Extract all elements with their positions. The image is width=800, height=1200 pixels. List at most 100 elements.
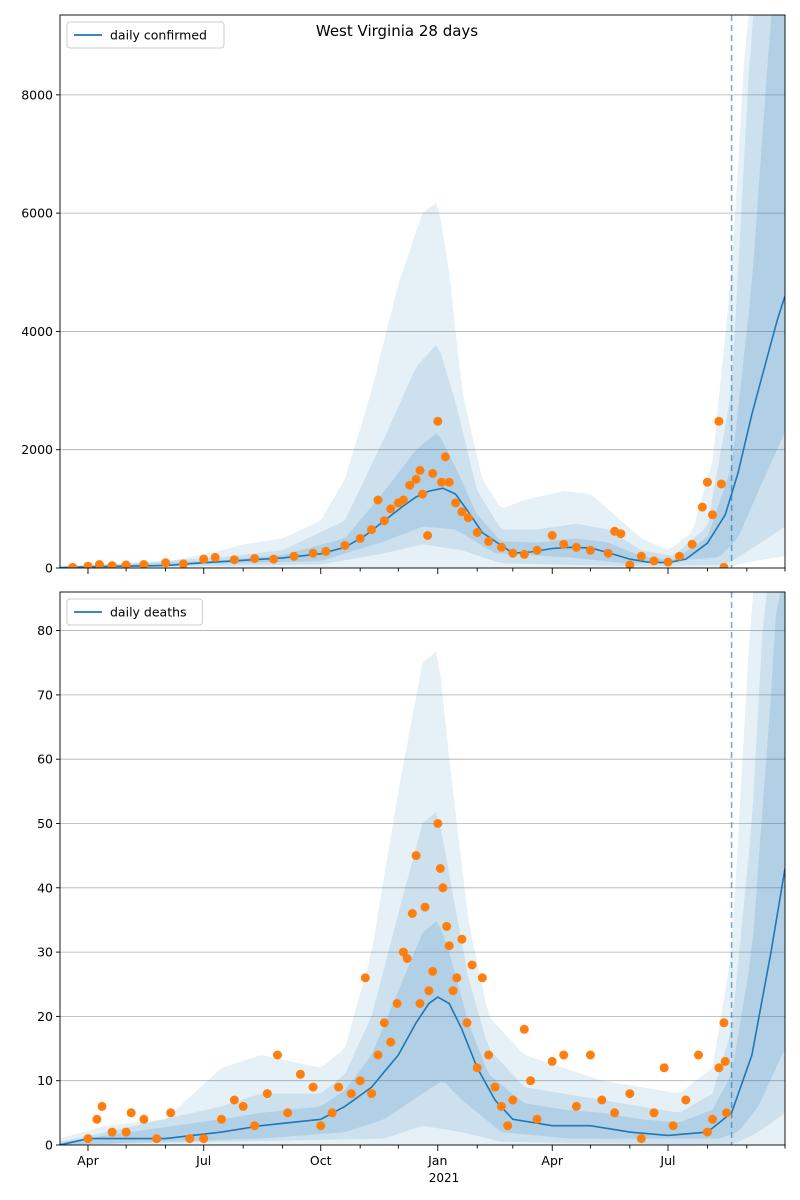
confirmed-observed-point [308,548,318,558]
deaths-legend: daily deaths [66,598,203,626]
deaths-ytick-label: 60 [37,752,53,767]
confirmed-observed-point [398,495,408,505]
deaths-observed-point [386,1037,396,1047]
confirmed-observed-point [508,548,518,558]
confirmed-observed-point [636,551,646,561]
deaths-observed-point [585,1050,595,1060]
deaths-observed-point [508,1095,518,1105]
confirmed-observed-point [161,558,171,568]
confirmed-observed-point [472,528,482,537]
confirmed-observed-point [94,560,104,568]
confirmed-observed-point [697,502,707,512]
deaths-observed-point [166,1108,176,1118]
deaths-observed-point [625,1089,635,1099]
confirmed-observed-point [616,529,626,539]
deaths-observed-point [532,1114,542,1124]
deaths-observed-point [367,1089,377,1099]
deaths-observed-point [308,1082,318,1092]
deaths-observed-point [610,1108,620,1118]
deaths-observed-point [722,1108,731,1118]
deaths-observed-point [424,986,434,996]
confirmed-observed-point [386,504,396,514]
deaths-observed-point [444,941,454,951]
confirmed-observed-point [663,557,673,567]
deaths-observed-point [694,1050,703,1060]
confirmed-panel: 0 2000 4000 6000 8000 daily confirmed [21,14,786,576]
confirmed-observed-point [444,477,454,487]
deaths-observed-point [597,1095,607,1105]
deaths-ytick-label: 40 [37,880,53,895]
confirmed-observed-point [463,513,473,523]
confirmed-observed-point [423,531,433,540]
confirmed-observed-point [719,562,729,568]
deaths-observed-point [139,1114,149,1124]
deaths-ytick-label: 80 [37,623,53,638]
deaths-observed-point [92,1114,102,1124]
deaths-panel: 0 10 20 30 40 50 60 70 80 Apr Jul Oct Jan Apr Jul daily… [37,591,786,1168]
deaths-observed-point [121,1127,131,1137]
confirmed-legend-label: daily confirmed [110,28,207,43]
deaths-observed-point [360,973,370,983]
deaths-observed-point [420,902,430,912]
confirmed-observed-point [532,545,542,555]
deaths-observed-point [484,1050,494,1060]
confirmed-observed-point [367,525,377,535]
confirmed-observed-point [708,510,717,520]
year-label: 2021 [429,1171,460,1185]
deaths-observed-point [229,1095,239,1105]
deaths-observed-point [379,1018,389,1028]
deaths-observed-point [649,1108,659,1118]
deaths-observed-point [411,851,421,861]
deaths-band-outer [60,592,785,1145]
confirmed-observed-point [289,551,299,561]
confirmed-observed-point [415,465,425,475]
deaths-observed-point [316,1121,326,1131]
confirmed-observed-point [107,561,117,568]
confirmed-observed-point [457,507,467,517]
confirmed-observed-point [714,416,724,426]
deaths-xtick-label: Apr [77,1153,99,1168]
deaths-axes-frame [59,591,786,1146]
confirmed-observed-point [519,549,529,559]
confirmed-observed-point [121,560,131,568]
deaths-xtick-label: Jan [427,1153,447,1168]
deaths-observed-point [636,1134,646,1144]
confirmed-observed-point [83,561,93,568]
figure-title: West Virginia 28 days [316,22,478,40]
confirmed-axes-frame [59,14,786,569]
confirmed-observed-point [484,536,494,546]
deaths-xtick-label: Oct [310,1153,332,1168]
deaths-plot-area [60,592,785,1145]
deaths-observed-point [681,1095,691,1105]
confirmed-ytick-label: 0 [45,561,53,576]
confirmed-observed-point [340,541,350,550]
confirmed-observed-point [250,554,260,563]
deaths-observed-point [295,1069,305,1079]
deaths-observed-point [519,1024,529,1034]
deaths-observed-point [273,1050,282,1060]
confirmed-observed-point [321,546,331,556]
confirmed-observed-point [674,551,684,561]
confirmed-observed-point [178,559,188,568]
deaths-ytick-label: 70 [37,687,53,702]
deaths-observed-point [477,973,487,983]
deaths-observed-point [415,999,425,1008]
deaths-observed-point [126,1108,136,1118]
deaths-observed-point [152,1134,162,1144]
deaths-xtick-label: Jul [195,1153,211,1168]
confirmed-observed-point [199,554,209,564]
confirmed-band-inner [60,15,785,568]
deaths-ytick-label: 50 [37,816,53,831]
deaths-observed-point [435,864,445,873]
confirmed-ytick-label: 6000 [21,206,53,221]
deaths-observed-point [83,1134,93,1144]
deaths-observed-point [714,1063,724,1073]
deaths-observed-point [334,1082,344,1092]
deaths-observed-point [496,1101,506,1111]
confirmed-observed-point [229,555,239,565]
deaths-observed-point [185,1134,195,1144]
deaths-observed-point [217,1114,226,1124]
confirmed-observed-point [496,542,506,552]
deaths-observed-point [283,1108,293,1118]
deaths-observed-point [659,1063,669,1073]
